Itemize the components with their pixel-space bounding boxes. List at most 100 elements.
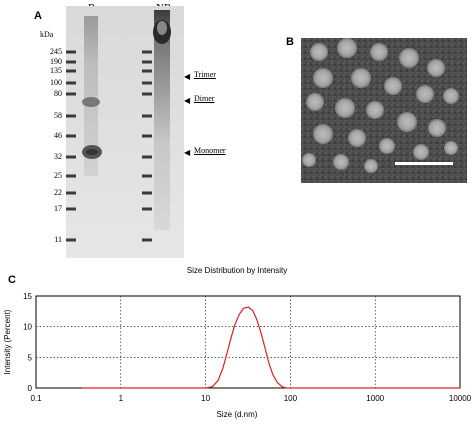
ladder-band [142, 191, 152, 195]
x-tick-label: 10 [201, 394, 210, 403]
dls-chart-svg: 0.1 1 10 100 1000 10000 0 5 10 15 Intensity (Perce… [3, 292, 472, 403]
ladder-band [66, 155, 76, 159]
nanoparticle [310, 43, 328, 61]
ladder-band [142, 114, 152, 118]
kda-tick-11: 11 [54, 235, 62, 244]
x-tick-label: 0.1 [30, 394, 42, 403]
ladder-band [142, 155, 152, 159]
ladder-band [66, 114, 76, 118]
series-line [82, 306, 460, 389]
ladder-right [142, 50, 152, 242]
x-tick-label: 100 [284, 394, 298, 403]
nanoparticle [364, 159, 378, 173]
gel-svg [66, 6, 184, 258]
y-tick-label: 10 [23, 323, 32, 332]
nanoparticle [337, 38, 357, 58]
kda-tick-32: 32 [54, 152, 62, 161]
ladder-band [66, 174, 76, 178]
ladder-band [66, 69, 76, 73]
nanoparticle [335, 98, 355, 118]
dimer-arrow: ◀ [184, 96, 191, 105]
panel-b-letter: B [286, 36, 294, 48]
lane-r-dimer-band [82, 97, 100, 107]
chart-title: Size Distribution by Intensity [186, 266, 288, 275]
ladder-band [66, 207, 76, 211]
nanoparticle [306, 93, 324, 111]
ladder-band [142, 174, 152, 178]
ladder-band [142, 69, 152, 73]
nanoparticle [379, 138, 395, 154]
nanoparticle [427, 59, 445, 77]
lane-r-smear [84, 16, 98, 176]
y-axis-title: Intensity (Percent) [3, 309, 12, 374]
plot-frame [35, 295, 461, 389]
nanoparticle [313, 68, 333, 88]
nanoparticle [399, 48, 419, 68]
kda-tick-17: 17 [54, 204, 62, 213]
panel-c-letter: C [8, 274, 16, 286]
x-tick-label: 10000 [449, 394, 472, 403]
nanoparticle [302, 153, 316, 167]
kda-tick-80: 80 [54, 89, 62, 98]
tem-particles [302, 38, 459, 173]
ladder-band [142, 92, 152, 96]
kda-tick-245: 245 [50, 47, 62, 56]
ladder-band [66, 134, 76, 138]
nanoparticle [366, 101, 384, 119]
ladder-band [142, 207, 152, 211]
x-tick-label: 1 [119, 394, 124, 403]
trimer-arrow: ◀ [184, 72, 191, 81]
lane-r-monomer-core [86, 149, 98, 155]
nanoparticle [313, 124, 333, 144]
monomer-arrow: ◀ [184, 148, 191, 157]
y-tick-label: 15 [23, 292, 32, 301]
ladder-left [66, 50, 76, 242]
nanoparticle [443, 88, 459, 104]
ladder-band [66, 81, 76, 85]
y-tick-label: 5 [28, 353, 33, 362]
kda-tick-190: 190 [50, 57, 62, 66]
ladder-band [142, 81, 152, 85]
monomer-label: Monomer [194, 146, 226, 155]
dimer-label: Dimer [194, 94, 215, 103]
nanoparticle [416, 85, 434, 103]
dls-chart: 0.1 1 10 100 1000 10000 0 5 10 15 Intensity (Perce… [0, 280, 474, 423]
ladder-band [66, 238, 76, 242]
nanoparticle [333, 154, 349, 170]
ladder-band [66, 191, 76, 195]
nanoparticle [351, 68, 371, 88]
trimer-label: Trimer [194, 70, 216, 79]
kda-unit-label: kDa [40, 30, 54, 39]
scale-bar [395, 162, 453, 165]
ladder-band [66, 50, 76, 54]
kda-tick-22: 22 [54, 188, 62, 197]
ladder-band [142, 60, 152, 64]
y-tick-label: 0 [28, 384, 33, 393]
nanoparticle [370, 43, 388, 61]
ladder-band [66, 92, 76, 96]
kda-tick-135: 135 [50, 66, 62, 75]
gel-image [66, 6, 184, 258]
x-tick-label: 1000 [366, 394, 384, 403]
x-axis-title: Size (d.nm) [216, 410, 258, 419]
ladder-band [66, 60, 76, 64]
kda-tick-100: 100 [50, 78, 62, 87]
kda-tick-46: 46 [54, 131, 62, 140]
nanoparticle [428, 119, 446, 137]
kda-tick-58: 58 [54, 111, 62, 120]
tem-background [301, 38, 467, 183]
lane-nr-top-highlight [157, 21, 167, 35]
ladder-band [142, 238, 152, 242]
ladder-band [142, 134, 152, 138]
panel-a-letter: A [34, 10, 42, 22]
lane-nr-smear [154, 10, 170, 230]
tem-micrograph [301, 38, 467, 183]
nanoparticle [444, 141, 458, 155]
nanoparticle [384, 77, 402, 95]
nanoparticle [397, 112, 417, 132]
nanoparticle [348, 129, 366, 147]
tem-svg [301, 38, 467, 183]
ladder-band [142, 50, 152, 54]
kda-tick-25: 25 [54, 171, 62, 180]
nanoparticle [413, 144, 429, 160]
